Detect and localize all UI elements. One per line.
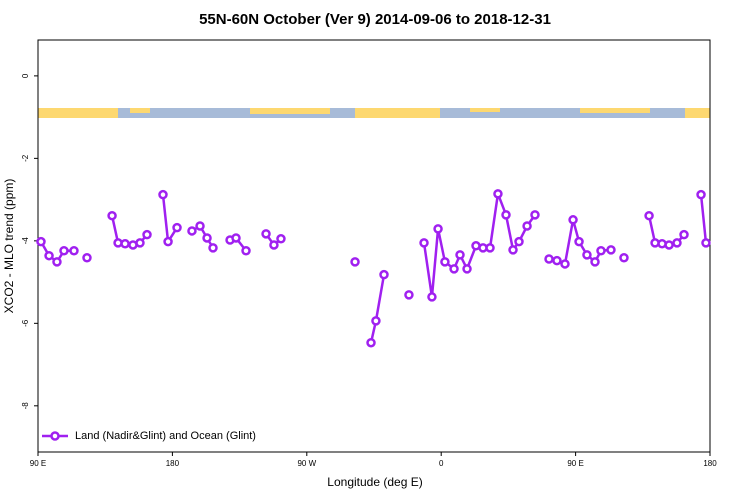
point	[231, 233, 241, 243]
point	[52, 257, 62, 267]
point	[440, 257, 450, 267]
point	[590, 257, 600, 267]
point	[350, 257, 360, 267]
point	[679, 229, 689, 240]
point	[485, 243, 495, 253]
point	[493, 189, 503, 199]
x-tick-label: 90 W	[297, 459, 316, 468]
point	[672, 238, 682, 248]
point	[596, 245, 606, 256]
point	[508, 245, 518, 255]
point	[404, 290, 414, 300]
point	[664, 240, 674, 250]
point	[195, 221, 205, 231]
point	[379, 269, 389, 280]
point	[158, 189, 168, 200]
point	[560, 259, 570, 269]
y-axis-label: XCO2 - MLO trend (ppm)	[2, 179, 16, 314]
point	[371, 316, 381, 326]
point	[241, 245, 251, 256]
point	[208, 243, 218, 253]
point	[701, 238, 711, 248]
point	[552, 255, 562, 266]
point	[582, 250, 592, 260]
y-tick-label: -2	[21, 154, 30, 162]
point	[433, 224, 443, 234]
point	[44, 250, 54, 261]
chart-title: 55N-60N October (Ver 9) 2014-09-06 to 20…	[199, 11, 551, 28]
y-tick-label: -8	[21, 402, 30, 410]
point	[135, 238, 145, 248]
point	[574, 236, 584, 247]
x-axis-label: Longitude (deg E)	[327, 475, 422, 489]
point	[202, 233, 212, 243]
point	[522, 221, 532, 231]
point	[142, 229, 152, 240]
point	[514, 236, 524, 247]
plot-frame	[37, 39, 711, 453]
point	[419, 238, 429, 248]
point	[544, 254, 554, 264]
point	[644, 210, 654, 221]
point	[696, 189, 706, 200]
point	[462, 264, 472, 274]
x-tick-label: 180	[166, 459, 180, 468]
point	[501, 210, 511, 220]
y-tick-label: 0	[21, 73, 30, 78]
point	[619, 253, 629, 263]
point	[269, 240, 279, 250]
point	[261, 229, 271, 239]
point	[568, 215, 578, 225]
point	[427, 292, 437, 302]
legend-marker	[50, 431, 60, 441]
x-tick-label: 90 E	[30, 459, 46, 468]
point	[449, 264, 459, 274]
y-tick-label: -6	[21, 319, 30, 327]
x-tick-label: 0	[439, 459, 444, 468]
point	[455, 250, 465, 260]
point	[59, 245, 69, 256]
point	[163, 236, 173, 247]
point	[107, 210, 117, 221]
point	[82, 253, 92, 263]
point	[366, 337, 376, 348]
point	[276, 234, 286, 244]
point	[187, 226, 197, 236]
point	[172, 222, 182, 233]
legend-label: Land (Nadir&Glint) and Ocean (Glint)	[75, 430, 256, 442]
land-ocean-strip	[38, 108, 710, 118]
x-tick-label: 90 E	[567, 459, 583, 468]
x-tick-label: 180	[703, 459, 717, 468]
point	[606, 245, 616, 255]
point	[120, 238, 130, 249]
point	[69, 245, 79, 256]
point	[36, 236, 46, 247]
point	[530, 210, 540, 220]
y-tick-label: -4	[21, 237, 30, 245]
